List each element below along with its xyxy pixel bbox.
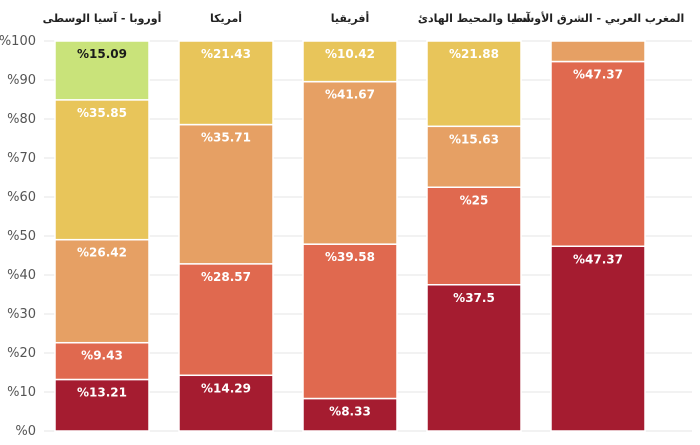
bar-segment[interactable] bbox=[426, 125, 522, 188]
y-tick-label: %30 bbox=[7, 307, 36, 322]
category-label: أفريقيا bbox=[331, 11, 369, 25]
category-label: أوروبا - آسيا الوسطى bbox=[43, 11, 162, 25]
category-labels: أوروبا - آسيا الوسطى أمريكا أفريقيا آسيا وا… bbox=[43, 11, 685, 25]
data-labels: %13.21 %9.43 %26.42 %35.85 %15.09 %14.29 %28.5… bbox=[77, 47, 623, 419]
data-label: %47.37 bbox=[573, 68, 623, 82]
bars bbox=[54, 40, 646, 432]
data-label: %14.29 bbox=[201, 381, 251, 395]
bar-segment[interactable] bbox=[426, 284, 522, 432]
y-axis-ticks: %0 %10 %20 %30 %40 %50 %60 %70 %80 %90 %100 bbox=[0, 34, 36, 439]
bar-segment[interactable] bbox=[54, 40, 150, 101]
y-tick-label: %100 bbox=[0, 34, 36, 49]
data-label: %15.09 bbox=[77, 47, 127, 61]
bar-segment[interactable] bbox=[302, 397, 398, 432]
bar-segment[interactable] bbox=[550, 60, 646, 248]
data-label: %10.42 bbox=[325, 47, 375, 61]
bar-segment[interactable] bbox=[426, 186, 522, 286]
bar-segment[interactable] bbox=[178, 40, 274, 126]
bar-segment[interactable] bbox=[54, 99, 150, 241]
data-label: %13.21 bbox=[77, 385, 127, 399]
y-tick-label: %60 bbox=[7, 190, 36, 205]
data-label: %41.67 bbox=[325, 88, 375, 102]
bar-segment[interactable] bbox=[178, 374, 274, 432]
bar-segment[interactable] bbox=[550, 40, 646, 63]
y-tick-label: %20 bbox=[7, 346, 36, 361]
data-label: %47.37 bbox=[573, 252, 623, 266]
data-label: %15.63 bbox=[449, 132, 499, 146]
bar-segment[interactable] bbox=[302, 40, 398, 83]
bar-segment[interactable] bbox=[178, 263, 274, 377]
category-label: آسيا والمحيط الهادئ bbox=[418, 11, 530, 25]
y-tick-label: %0 bbox=[15, 424, 36, 439]
y-tick-label: %80 bbox=[7, 112, 36, 127]
y-tick-label: %50 bbox=[7, 229, 36, 244]
data-label: %28.57 bbox=[201, 270, 251, 284]
data-label: %39.58 bbox=[325, 250, 375, 264]
bar-segment[interactable] bbox=[54, 341, 150, 381]
data-label: %8.33 bbox=[329, 405, 371, 419]
data-label: %35.71 bbox=[201, 131, 251, 145]
bar-segment[interactable] bbox=[550, 245, 646, 432]
data-label: %26.42 bbox=[77, 246, 127, 260]
data-label: %21.43 bbox=[201, 47, 251, 61]
data-label: %35.85 bbox=[77, 106, 127, 120]
category-label: المغرب العربي - الشرق الأوسط bbox=[512, 11, 685, 25]
y-tick-label: %10 bbox=[7, 385, 36, 400]
data-label: %37.5 bbox=[453, 291, 495, 305]
bar-segment[interactable] bbox=[302, 243, 398, 400]
bar-segment[interactable] bbox=[54, 238, 150, 344]
category-label: أمريكا bbox=[210, 11, 242, 25]
data-label: %9.43 bbox=[81, 349, 123, 363]
y-tick-label: %40 bbox=[7, 268, 36, 283]
data-label: %25 bbox=[460, 193, 489, 207]
y-tick-label: %70 bbox=[7, 151, 36, 166]
bar-segment[interactable] bbox=[178, 123, 274, 265]
bar-segment[interactable] bbox=[302, 80, 398, 245]
y-tick-label: %90 bbox=[7, 73, 36, 88]
data-label: %21.88 bbox=[449, 47, 499, 61]
bar-segment[interactable] bbox=[426, 40, 522, 128]
